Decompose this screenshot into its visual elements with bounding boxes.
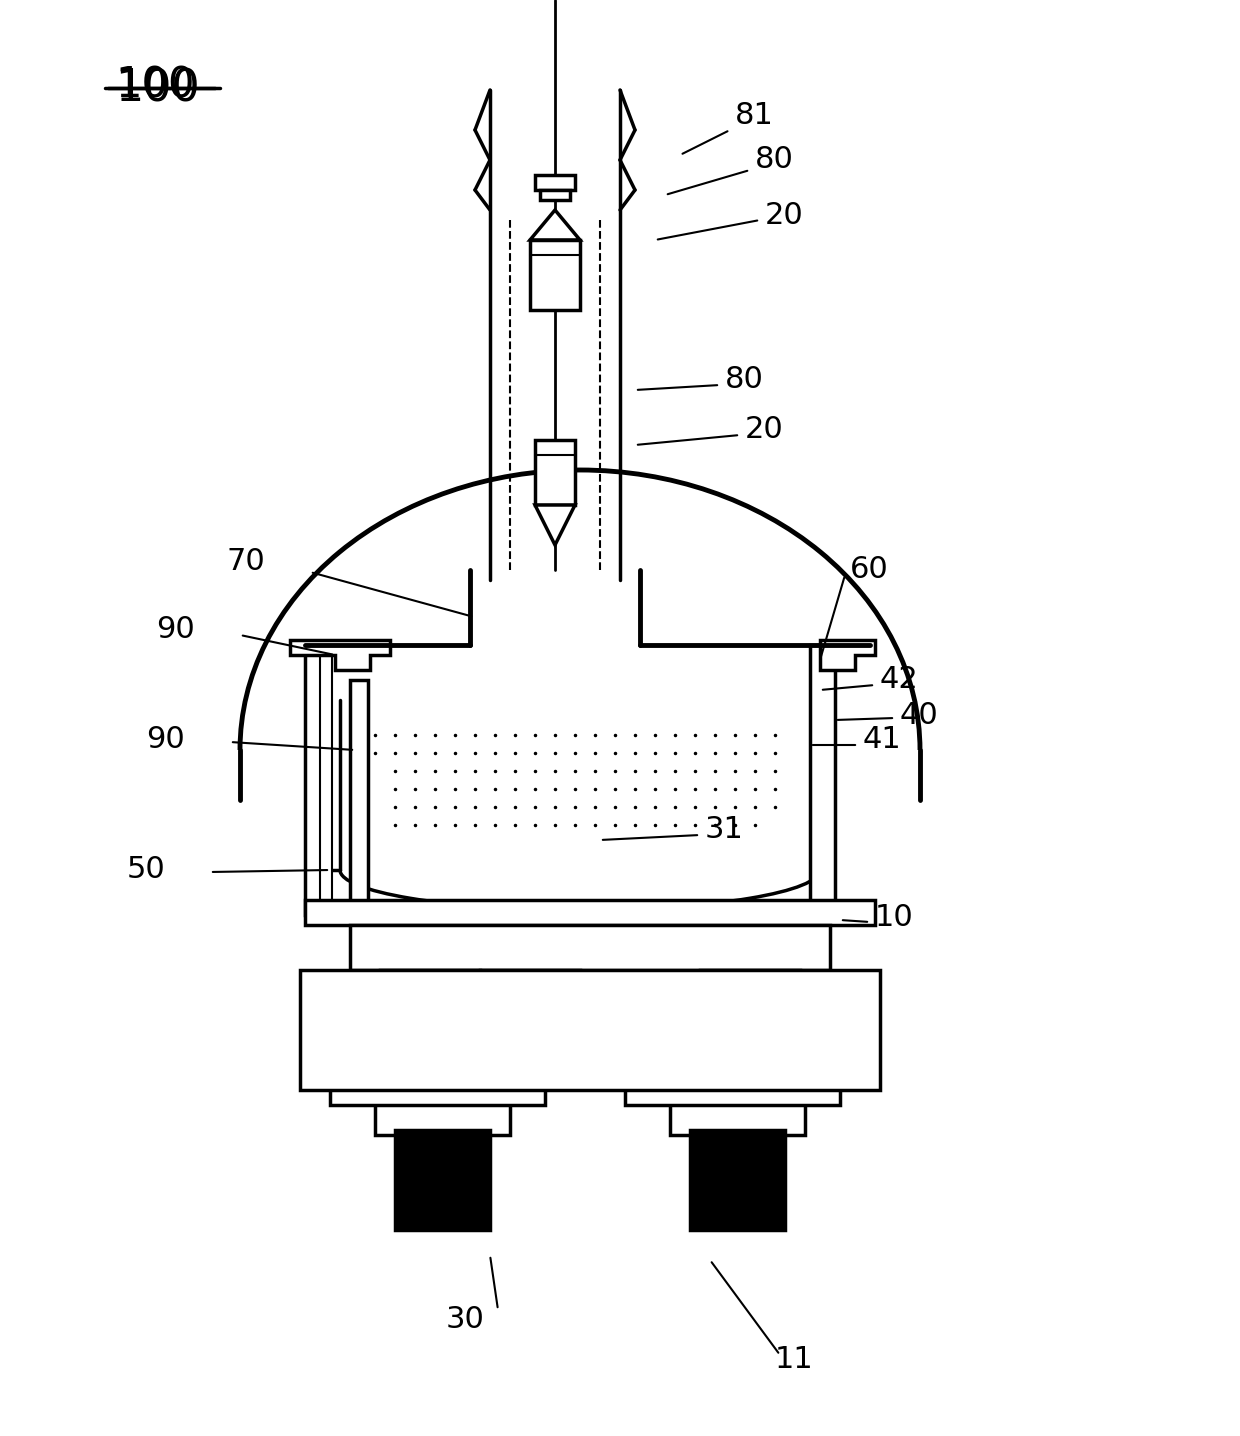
- Bar: [396, 1130, 490, 1231]
- Text: 80: 80: [755, 145, 794, 175]
- Polygon shape: [290, 640, 391, 671]
- Text: 20: 20: [765, 201, 804, 230]
- Text: 11: 11: [775, 1346, 813, 1374]
- Text: 81: 81: [735, 101, 774, 129]
- Bar: [625, 1086, 839, 1104]
- Bar: [810, 645, 835, 915]
- Text: 42: 42: [880, 665, 919, 695]
- Text: 10: 10: [875, 903, 914, 932]
- Text: 41: 41: [863, 725, 901, 754]
- Text: 30: 30: [445, 1305, 485, 1334]
- Text: 90: 90: [146, 725, 185, 754]
- Text: 40: 40: [900, 701, 939, 729]
- Bar: [374, 1100, 510, 1134]
- Bar: [350, 681, 368, 910]
- Polygon shape: [820, 640, 875, 671]
- Text: 20: 20: [745, 415, 784, 445]
- Bar: [300, 969, 880, 1090]
- Text: 90: 90: [156, 616, 195, 645]
- Bar: [670, 1100, 805, 1134]
- Text: 60: 60: [849, 556, 889, 584]
- Bar: [529, 240, 580, 310]
- Text: 31: 31: [706, 816, 744, 844]
- Text: 80: 80: [725, 366, 764, 395]
- Text: 100: 100: [115, 67, 200, 111]
- Bar: [689, 1130, 785, 1231]
- Bar: [320, 645, 332, 915]
- Bar: [330, 1086, 546, 1104]
- Bar: [379, 969, 480, 1005]
- Polygon shape: [529, 210, 580, 240]
- Bar: [534, 439, 575, 505]
- Bar: [534, 175, 575, 190]
- Bar: [539, 190, 570, 200]
- Bar: [350, 925, 830, 969]
- Text: 70: 70: [226, 547, 265, 576]
- Bar: [305, 645, 330, 915]
- Text: 50: 50: [126, 856, 165, 885]
- Bar: [480, 969, 580, 1050]
- Polygon shape: [534, 505, 575, 546]
- Bar: [305, 900, 875, 925]
- Bar: [701, 969, 800, 1005]
- Text: 100: 100: [115, 65, 195, 108]
